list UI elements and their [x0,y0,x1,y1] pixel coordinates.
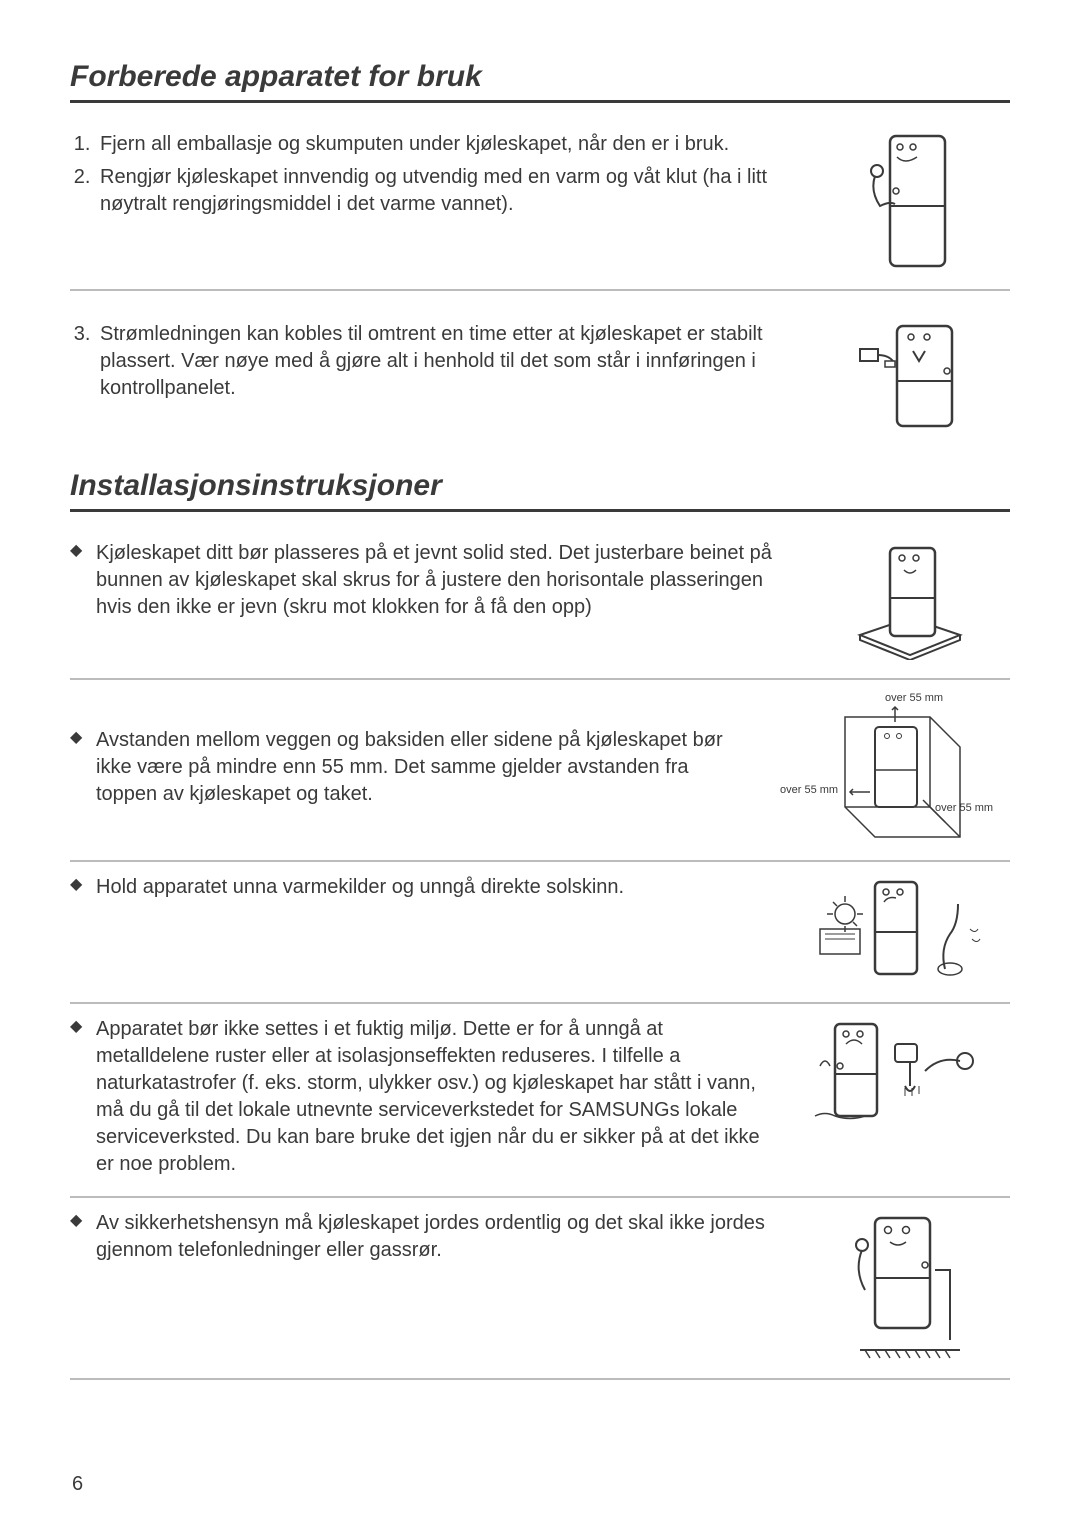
install-illustration-3 [790,874,1010,984]
install-block-4: ◆ Apparatet bør ikke settes i et fuktig … [70,1016,1010,1198]
install-text-1: ◆ Kjøleskapet ditt bør plasseres på et j… [70,540,810,621]
install-text-4: ◆ Apparatet bør ikke settes i et fuktig … [70,1016,790,1178]
install-text-2: ◆ Avstanden mellom veggen og baksiden el… [70,727,760,808]
install-illustration-5 [810,1210,1010,1360]
install-text-5: ◆ Av sikkerhetshensyn må kjøleskapet jor… [70,1210,810,1264]
fridge-heat-icon [800,874,1000,984]
install-illustration-2: over 55 mm over 55 mm over 55 mm [760,692,1010,842]
install-block-5: ◆ Av sikkerhetshensyn må kjøleskapet jor… [70,1210,1010,1380]
heading-install: Installasjonsinstruksjoner [70,469,1010,512]
install-bullet-3: Hold apparatet unna varmekilder og unngå… [96,874,624,901]
install-bullet-5: Av sikkerhetshensyn må kjøleskapet jorde… [96,1210,790,1264]
diamond-bullet-icon: ◆ [70,874,96,901]
prep-illustration-1 [810,131,1010,271]
install-bullet-2: Avstanden mellom veggen og baksiden elle… [96,727,740,808]
prep-block-1: Fjern all emballasje og skumputen under … [70,131,1010,291]
heading-prepare: Forberede apparatet for bruk [70,60,1010,103]
prep-item-3: Strømledningen kan kobles til omtrent en… [96,321,790,402]
page-number: 6 [72,1473,83,1496]
diamond-bullet-icon: ◆ [70,540,96,621]
fridge-plug-icon [855,321,965,431]
install-text-3: ◆ Hold apparatet unna varmekilder og unn… [70,874,790,901]
install-illustration-1 [810,540,1010,660]
fridge-ground-icon [840,1210,980,1360]
prep-block-2: Strømledningen kan kobles til omtrent en… [70,321,1010,449]
prep-text-1: Fjern all emballasje og skumputen under … [70,131,810,224]
prep-illustration-2 [810,321,1010,431]
install-bullet-1: Kjøleskapet ditt bør plasseres på et jev… [96,540,790,621]
diamond-bullet-icon: ◆ [70,1016,96,1178]
install-block-3: ◆ Hold apparatet unna varmekilder og unn… [70,874,1010,1004]
install-block-2: ◆ Avstanden mellom veggen og baksiden el… [70,692,1010,862]
prep-item-2: Rengjør kjøleskapet innvendig og utvendi… [96,164,790,218]
fridge-clearance-icon [775,692,995,842]
install-illustration-4 [790,1016,1010,1126]
prep-text-2: Strømledningen kan kobles til omtrent en… [70,321,810,408]
install-bullet-4: Apparatet bør ikke settes i et fuktig mi… [96,1016,770,1178]
diamond-bullet-icon: ◆ [70,1210,96,1264]
fridge-clean-icon [865,131,955,271]
fridge-level-icon [850,540,970,660]
fridge-wet-icon [800,1016,1000,1126]
diamond-bullet-icon: ◆ [70,727,96,808]
prep-item-1: Fjern all emballasje og skumputen under … [96,131,790,158]
install-block-1: ◆ Kjøleskapet ditt bør plasseres på et j… [70,540,1010,680]
